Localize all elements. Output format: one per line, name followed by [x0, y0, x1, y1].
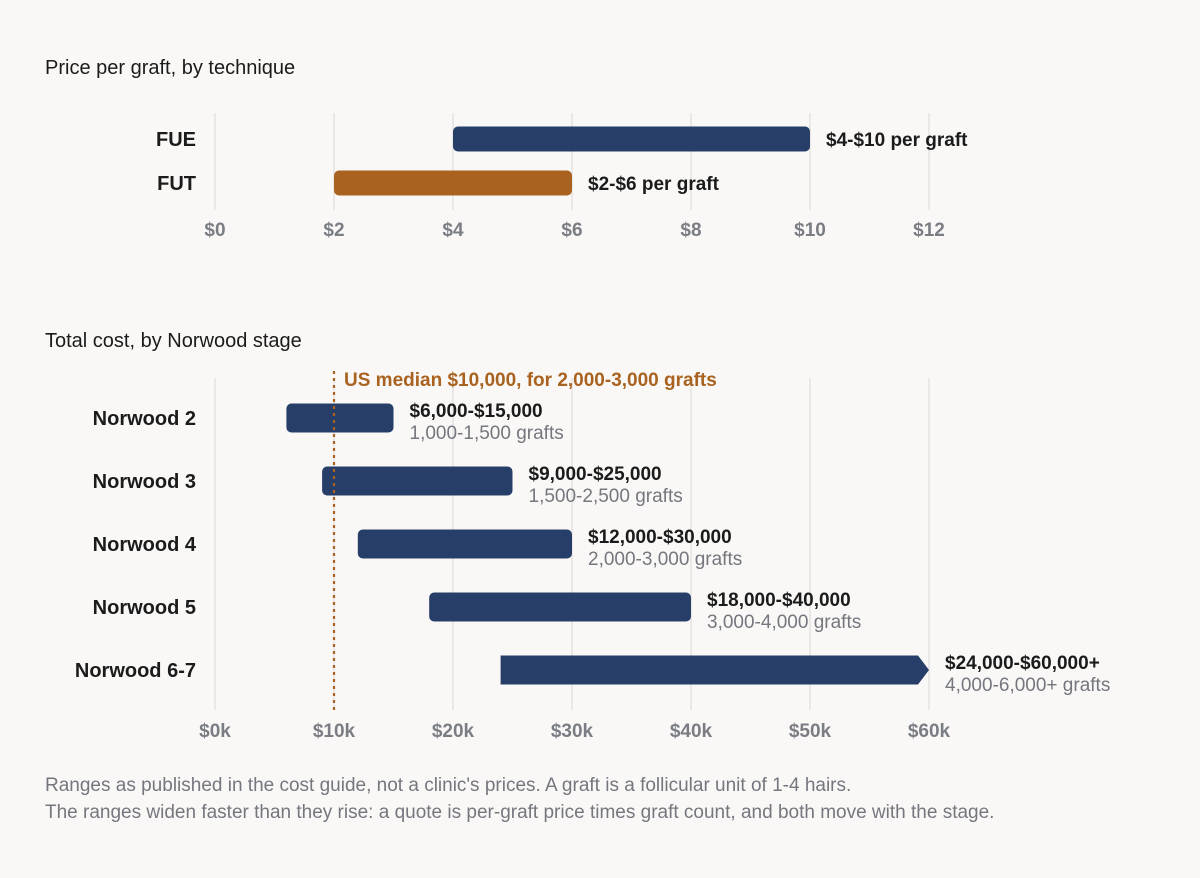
- median-reference-label: US median $10,000, for 2,000-3,000 graft…: [344, 370, 717, 391]
- x-tick-label: $50k: [789, 721, 832, 742]
- x-tick-label: $6: [561, 220, 582, 241]
- x-tick-label: $2: [323, 220, 344, 241]
- x-tick-label: $60k: [908, 721, 951, 742]
- range-bar: [453, 126, 810, 152]
- range-bar: [334, 170, 572, 196]
- chart1-plot: $0 $2 $4 $6 $8 $10 $12 FUE $4-$10 per graft FUT $2…: [156, 113, 968, 241]
- range-bar: [357, 529, 572, 559]
- chart2-plot: $0k $10k $20k $30k $40k $50k $60k Norwood 2 $6,0…: [75, 370, 1110, 742]
- range-label: $9,000-$25,000: [529, 464, 662, 485]
- x-tick-label: $12: [913, 220, 945, 241]
- graft-count-label: 1,500-2,500 grafts: [529, 486, 683, 507]
- graft-count-label: 4,000-6,000+ grafts: [945, 675, 1110, 696]
- x-tick-label: $20k: [432, 721, 475, 742]
- category-label: FUE: [156, 129, 196, 151]
- x-tick-label: $0k: [199, 721, 231, 742]
- range-label: $4-$10 per graft: [826, 130, 968, 151]
- graft-count-label: 2,000-3,000 grafts: [588, 549, 742, 570]
- range-bar-open-ended: [500, 655, 929, 685]
- x-tick-label: $0: [204, 220, 225, 241]
- graft-count-label: 3,000-4,000 grafts: [707, 612, 861, 633]
- footnote-line-1: Ranges as published in the cost guide, n…: [45, 775, 851, 796]
- range-label: $6,000-$15,000: [410, 401, 543, 422]
- x-tick-label: $4: [442, 220, 464, 241]
- graft-count-label: 1,000-1,500 grafts: [410, 423, 564, 444]
- range-bar: [429, 592, 691, 622]
- x-tick-label: $30k: [551, 721, 594, 742]
- category-label: Norwood 5: [93, 597, 196, 619]
- category-label: FUT: [157, 173, 196, 195]
- category-label: Norwood 4: [93, 534, 197, 556]
- chart2-title: Total cost, by Norwood stage: [45, 330, 302, 352]
- range-bar: [322, 466, 513, 496]
- x-tick-label: $8: [680, 220, 701, 241]
- x-tick-label: $10: [794, 220, 826, 241]
- x-tick-label: $40k: [670, 721, 713, 742]
- category-label: Norwood 2: [93, 408, 196, 430]
- range-label: $2-$6 per graft: [588, 174, 720, 195]
- x-tick-label: $10k: [313, 721, 356, 742]
- category-label: Norwood 3: [93, 471, 196, 493]
- range-label: $24,000-$60,000+: [945, 653, 1100, 674]
- range-label: $12,000-$30,000: [588, 527, 732, 548]
- range-bar: [286, 403, 394, 433]
- category-label: Norwood 6-7: [75, 660, 196, 682]
- chart1-title: Price per graft, by technique: [45, 57, 295, 79]
- range-label: $18,000-$40,000: [707, 590, 851, 611]
- footnote-line-2: The ranges widen faster than they rise: …: [45, 802, 994, 823]
